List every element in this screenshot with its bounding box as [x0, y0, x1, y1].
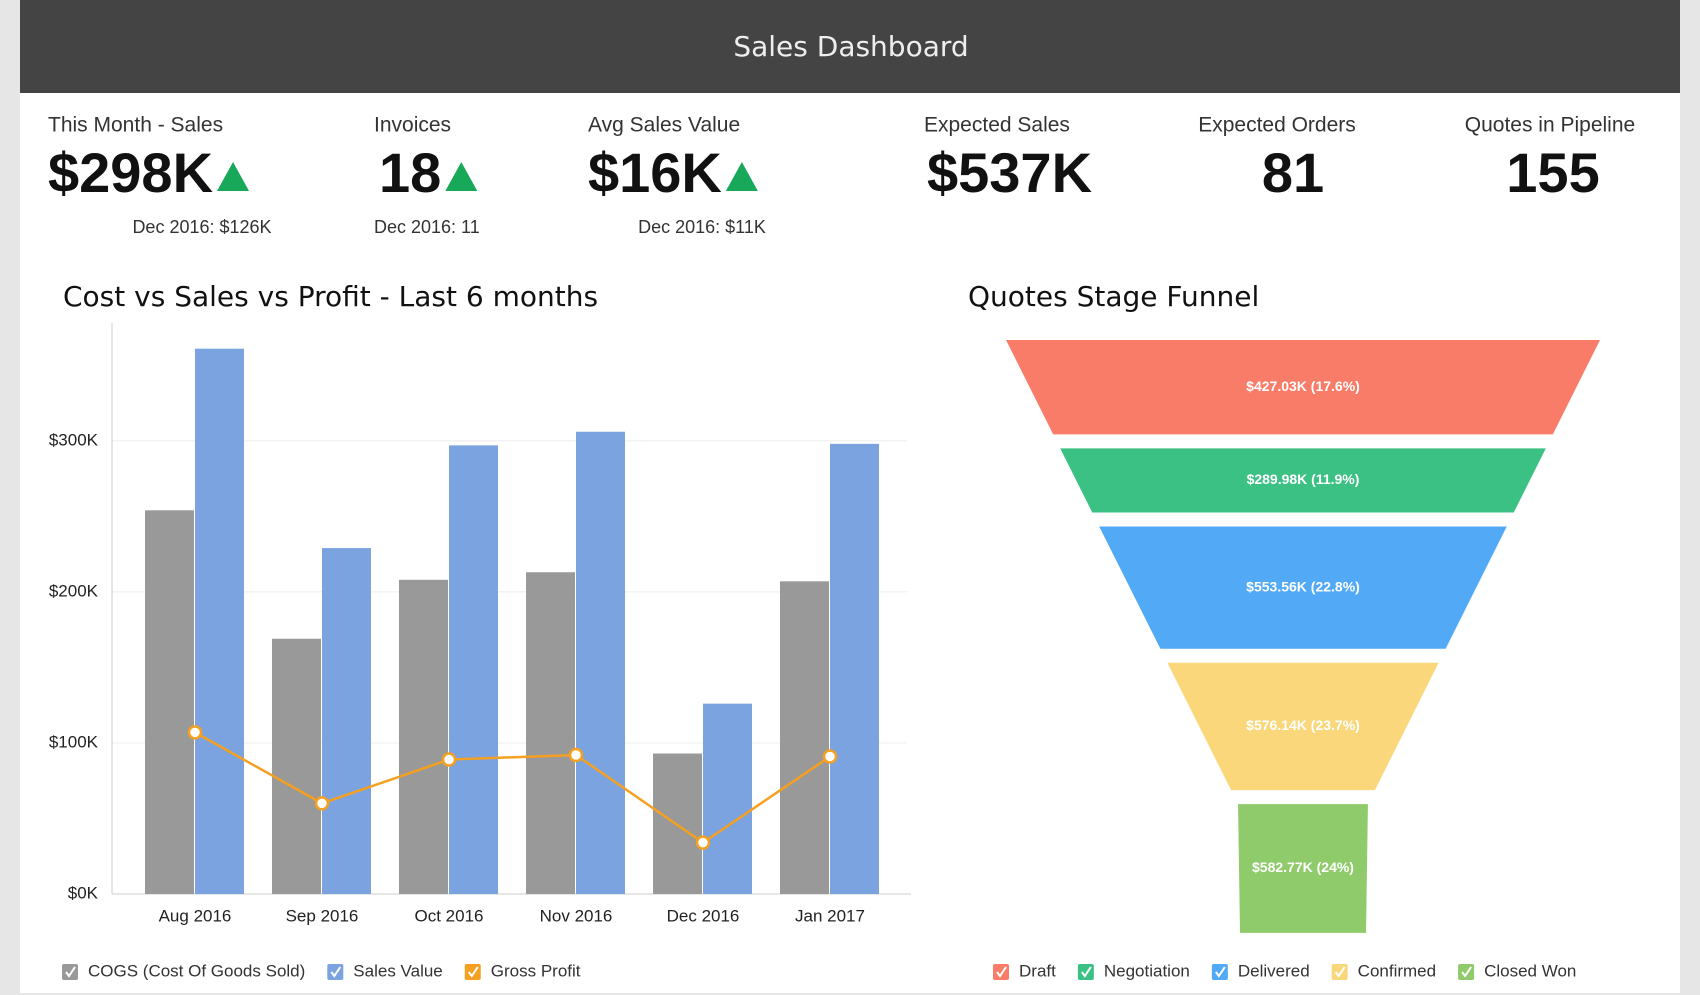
- line: [194, 731, 831, 845]
- funnel-segment: [1238, 804, 1368, 933]
- kpi-previous: Dec 2016: 11: [374, 217, 480, 237]
- legend-swatch: [464, 964, 481, 980]
- y-tick-label: $200K: [49, 581, 99, 600]
- kpi-value: $16K: [588, 141, 722, 204]
- line-point: [695, 835, 711, 850]
- line-point: [568, 747, 584, 763]
- kpi-previous: Dec 2016: $11K: [638, 217, 766, 237]
- legend-check: [65, 966, 76, 978]
- dashboard-title: Sales Dashboard: [733, 30, 968, 63]
- funnel-label: $289.98K (11.9%): [1247, 471, 1360, 487]
- bar: [145, 510, 194, 894]
- legend-label: Closed Won: [1484, 961, 1576, 980]
- legend-swatch: [993, 964, 1009, 980]
- chart-title: Cost vs Sales vs Profit - Last 6 months: [63, 280, 598, 313]
- chart-title: Quotes Stage Funnel: [968, 280, 1259, 313]
- bar: [780, 581, 829, 894]
- legend-swatch: [1211, 964, 1228, 980]
- legend-label: COGS (Cost Of Goods Sold): [88, 961, 305, 980]
- x-tick-label: Nov 2016: [540, 906, 613, 925]
- bar: [526, 572, 575, 894]
- kpi-value: $298K: [48, 141, 213, 204]
- legend-check: [467, 966, 479, 978]
- funnel-label: $576.14K (23.7%): [1246, 717, 1360, 733]
- line-point: [822, 749, 838, 764]
- funnel-label: $582.77K (24%): [1252, 859, 1354, 875]
- x-tick-label: Sep 2016: [286, 906, 359, 925]
- kpi-value: 81: [1262, 141, 1324, 204]
- legend-check: [996, 966, 1007, 978]
- bar: [322, 548, 371, 894]
- y-tick-label: $0K: [68, 883, 99, 902]
- y-tick-label: $100K: [49, 732, 99, 751]
- kpi-label: Avg Sales Value: [588, 114, 740, 137]
- x-tick-label: Dec 2016: [667, 906, 740, 925]
- kpi-value: $537K: [927, 141, 1092, 204]
- x-tick-label: Aug 2016: [159, 906, 232, 925]
- legend-label: Sales Value: [353, 961, 442, 980]
- bar: [830, 443, 879, 894]
- legend-swatch: [1458, 964, 1475, 980]
- kpi-label: Expected Orders: [1198, 114, 1356, 137]
- legend-swatch: [62, 964, 78, 980]
- header-bar: [20, 0, 1680, 93]
- funnel-segment: [1167, 662, 1439, 791]
- funnel-label: $427.03K (17.6%): [1246, 378, 1360, 394]
- kpi-value: 155: [1506, 141, 1599, 204]
- funnel-segment: [1006, 340, 1600, 435]
- funnel-segment: [1060, 448, 1546, 513]
- bar: [272, 638, 321, 894]
- legend-label: Draft: [1019, 961, 1056, 980]
- x-tick-label: Oct 2016: [415, 906, 484, 925]
- kpi-label: Expected Sales: [924, 114, 1070, 137]
- kpi-value: 18: [379, 141, 441, 204]
- legend-swatch: [1077, 964, 1094, 980]
- legend-check: [330, 966, 342, 978]
- trend-arrow: [217, 162, 250, 191]
- legend-check: [1215, 966, 1226, 978]
- kpi-previous: Dec 2016: $126K: [132, 217, 271, 237]
- line-point: [187, 725, 203, 740]
- legend-label: Delivered: [1238, 961, 1310, 980]
- legend-check: [1334, 966, 1346, 978]
- bar: [703, 703, 752, 894]
- trend-arrow: [445, 162, 478, 191]
- x-tick-label: Jan 2017: [795, 906, 865, 925]
- legend-swatch: [1331, 964, 1348, 980]
- legend-check: [1081, 966, 1092, 978]
- funnel-label: $553.56K (22.8%): [1246, 578, 1360, 594]
- bar: [195, 348, 244, 894]
- legend-label: Negotiation: [1104, 961, 1190, 980]
- legend-label: Gross Profit: [491, 961, 581, 980]
- kpi-label: Invoices: [374, 114, 451, 137]
- kpi-label: Quotes in Pipeline: [1465, 114, 1635, 137]
- trend-arrow: [725, 162, 758, 191]
- line-point: [314, 796, 330, 811]
- y-tick-label: $300K: [49, 430, 99, 449]
- bar: [576, 431, 625, 894]
- legend-check: [1461, 966, 1472, 978]
- funnel-segment: [1099, 526, 1507, 649]
- line-point: [441, 752, 457, 767]
- legend-label: Confirmed: [1358, 961, 1436, 980]
- kpi-label: This Month - Sales: [48, 114, 223, 137]
- legend-swatch: [327, 964, 344, 980]
- bar: [399, 579, 448, 894]
- bar: [449, 445, 498, 894]
